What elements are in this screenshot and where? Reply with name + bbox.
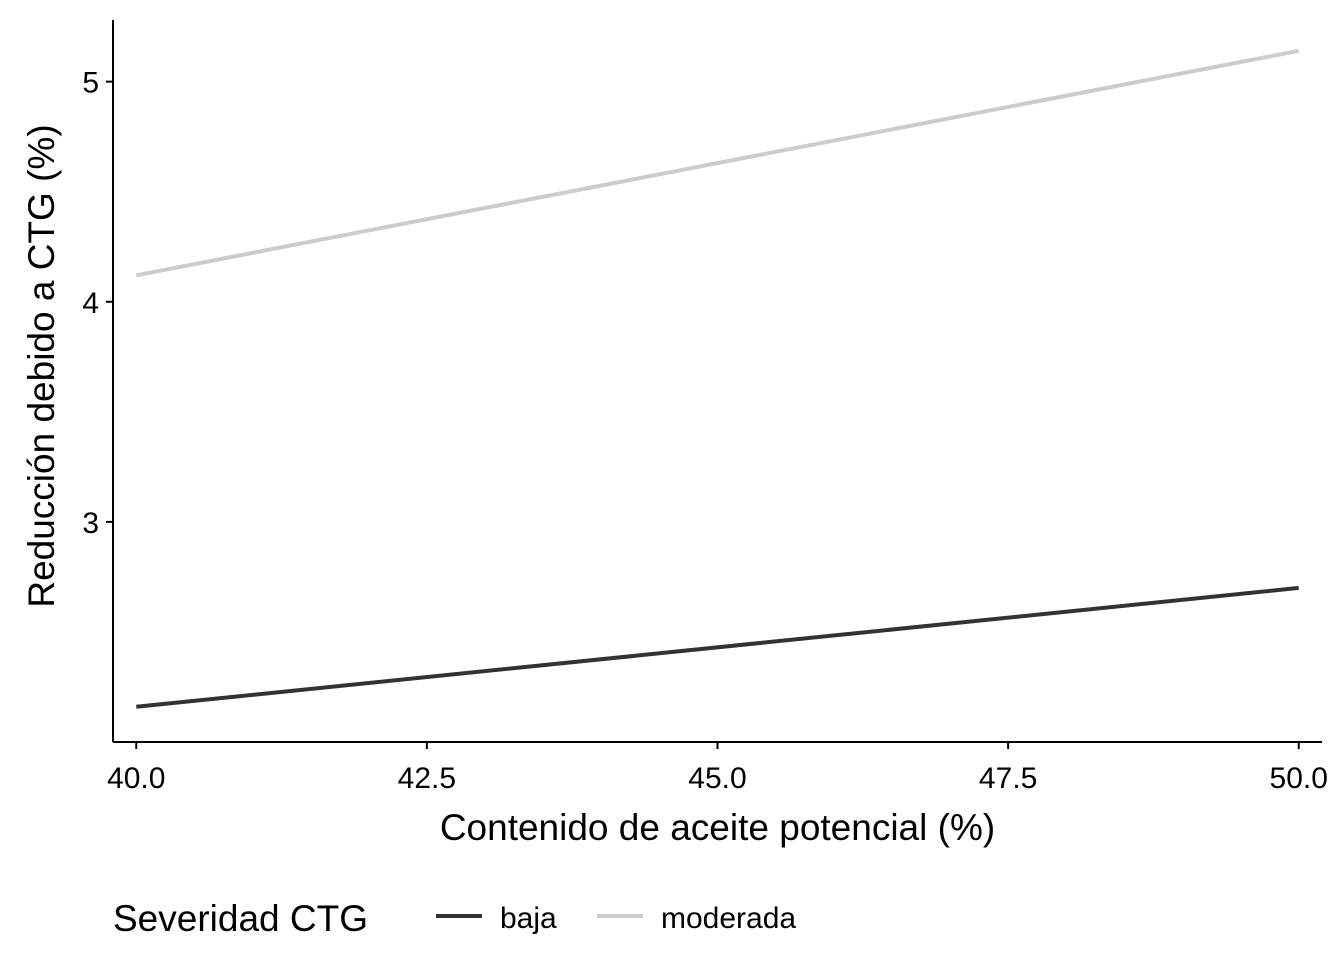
legend-items: baja moderada (436, 902, 796, 935)
legend-label-baja: baja (500, 902, 557, 935)
y-axis-ticks: 3 4 5 (82, 67, 113, 540)
x-tick-label: 40.0 (107, 762, 165, 795)
legend: Severidad CTG baja moderada (113, 898, 796, 939)
y-tick-label: 5 (82, 67, 99, 100)
x-tick-label: 45.0 (688, 762, 746, 795)
x-tick-label: 47.5 (979, 762, 1037, 795)
legend-label-moderada: moderada (661, 902, 796, 935)
series-line-baja (136, 585, 1299, 709)
series-line-moderada (135, 48, 1300, 278)
x-tick-label: 50.0 (1270, 762, 1328, 795)
x-axis-title: Contenido de aceite potencial (%) (440, 807, 995, 848)
y-tick-label: 3 (82, 507, 99, 540)
y-axis-title: Reducción debido a CTG (%) (21, 124, 62, 607)
y-tick-label: 4 (82, 287, 99, 320)
legend-title: Severidad CTG (113, 898, 368, 939)
x-axis-ticks: 40.0 42.5 45.0 47.5 50.0 (107, 742, 1328, 795)
x-tick-label: 42.5 (398, 762, 456, 795)
series-lines (135, 48, 1300, 709)
axes (112, 20, 1322, 743)
